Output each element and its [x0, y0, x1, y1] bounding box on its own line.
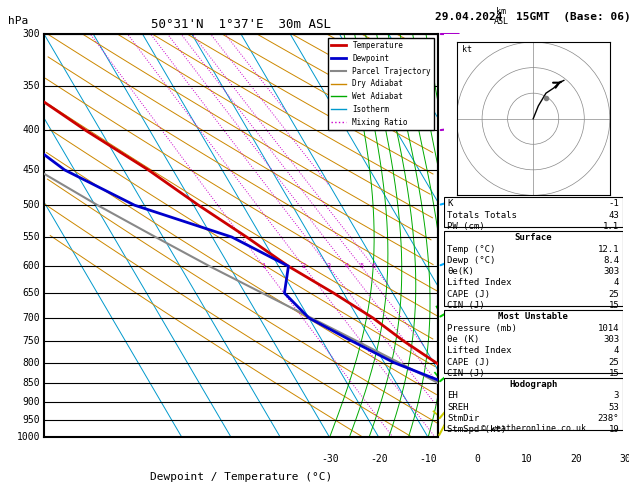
Text: 3: 3 — [326, 263, 330, 269]
Text: 700: 700 — [23, 313, 40, 323]
Text: 43: 43 — [608, 211, 619, 220]
Text: km
ASL: km ASL — [494, 6, 508, 26]
Bar — [443, 197, 623, 226]
Text: CIN (J): CIN (J) — [447, 369, 485, 378]
Text: Mixing Ratio (g/kg): Mixing Ratio (g/kg) — [464, 180, 474, 292]
Text: 53: 53 — [608, 403, 619, 412]
Text: 29.04.2024  15GMT  (Base: 06): 29.04.2024 15GMT (Base: 06) — [435, 12, 629, 22]
Text: θe (K): θe (K) — [447, 335, 479, 344]
Text: StmDir: StmDir — [447, 414, 479, 423]
Text: 5: 5 — [359, 263, 364, 269]
Text: Lifted Index: Lifted Index — [447, 278, 512, 287]
Title: 50°31'N  1°37'E  30m ASL: 50°31'N 1°37'E 30m ASL — [151, 18, 331, 32]
Text: 15: 15 — [608, 369, 619, 378]
Text: 850: 850 — [23, 378, 40, 388]
Text: 4: 4 — [345, 263, 348, 269]
Text: 650: 650 — [23, 288, 40, 298]
Text: 19: 19 — [608, 425, 619, 434]
Text: SREH: SREH — [447, 403, 469, 412]
Text: PW (cm): PW (cm) — [447, 222, 485, 231]
Text: 10: 10 — [521, 453, 532, 464]
Bar — [443, 378, 623, 430]
Text: -6: -6 — [493, 165, 503, 174]
Text: 900: 900 — [23, 397, 40, 407]
Text: 800: 800 — [23, 358, 40, 367]
Text: StmSpd (kt): StmSpd (kt) — [447, 425, 506, 434]
Text: -20: -20 — [370, 453, 387, 464]
Text: K: K — [447, 199, 453, 208]
Text: 303: 303 — [603, 335, 619, 344]
Text: 6: 6 — [371, 263, 376, 269]
Text: 550: 550 — [23, 232, 40, 242]
Text: -2: -2 — [493, 358, 503, 367]
Text: LCL: LCL — [442, 419, 457, 428]
Text: 600: 600 — [23, 261, 40, 271]
Text: 4: 4 — [614, 278, 619, 287]
Text: 500: 500 — [23, 200, 40, 210]
Text: CIN (J): CIN (J) — [447, 301, 485, 310]
Text: 20: 20 — [570, 453, 582, 464]
Bar — [443, 231, 623, 306]
Text: © weatheronline.co.uk: © weatheronline.co.uk — [481, 424, 586, 434]
Text: hPa: hPa — [8, 16, 28, 26]
Text: -30: -30 — [321, 453, 338, 464]
Text: 303: 303 — [603, 267, 619, 276]
Text: Totals Totals: Totals Totals — [447, 211, 517, 220]
Text: 3: 3 — [614, 391, 619, 400]
Text: Most Unstable: Most Unstable — [498, 312, 568, 321]
Bar — [443, 311, 623, 373]
Text: -1: -1 — [608, 199, 619, 208]
Text: 1.1: 1.1 — [603, 222, 619, 231]
Text: 0: 0 — [474, 453, 481, 464]
Text: 2: 2 — [301, 263, 306, 269]
Text: CAPE (J): CAPE (J) — [447, 358, 490, 366]
Text: 30: 30 — [619, 453, 629, 464]
Text: 350: 350 — [23, 81, 40, 91]
Text: Dewp (°C): Dewp (°C) — [447, 256, 496, 265]
Text: 1000: 1000 — [16, 433, 40, 442]
Text: EH: EH — [447, 391, 458, 400]
Legend: Temperature, Dewpoint, Parcel Trajectory, Dry Adiabat, Wet Adiabat, Isotherm, Mi: Temperature, Dewpoint, Parcel Trajectory… — [328, 38, 434, 130]
Text: -1: -1 — [493, 398, 503, 407]
Text: -5: -5 — [493, 220, 503, 229]
Text: 1: 1 — [262, 263, 265, 269]
Text: Lifted Index: Lifted Index — [447, 346, 512, 355]
Text: Hodograph: Hodograph — [509, 380, 557, 389]
Text: CAPE (J): CAPE (J) — [447, 290, 490, 299]
Text: Dewpoint / Temperature (°C): Dewpoint / Temperature (°C) — [150, 472, 332, 482]
Text: 8.4: 8.4 — [603, 256, 619, 265]
Text: -7: -7 — [493, 118, 503, 126]
Text: -3: -3 — [493, 313, 503, 322]
Text: 750: 750 — [23, 336, 40, 346]
Text: Pressure (mb): Pressure (mb) — [447, 324, 517, 332]
Text: 15: 15 — [608, 301, 619, 310]
Text: θe(K): θe(K) — [447, 267, 474, 276]
Text: -10: -10 — [420, 453, 437, 464]
Text: 950: 950 — [23, 415, 40, 425]
Text: -4: -4 — [493, 262, 503, 271]
Text: 1014: 1014 — [598, 324, 619, 332]
Text: 450: 450 — [23, 165, 40, 175]
Text: Surface: Surface — [515, 233, 552, 243]
Text: 238°: 238° — [598, 414, 619, 423]
Text: 12.1: 12.1 — [598, 244, 619, 254]
Text: 300: 300 — [23, 29, 40, 39]
Text: -8: -8 — [493, 81, 503, 90]
Text: 25: 25 — [608, 358, 619, 366]
Text: 4: 4 — [614, 346, 619, 355]
Text: Temp (°C): Temp (°C) — [447, 244, 496, 254]
Text: 25: 25 — [608, 290, 619, 299]
Text: 400: 400 — [23, 125, 40, 136]
